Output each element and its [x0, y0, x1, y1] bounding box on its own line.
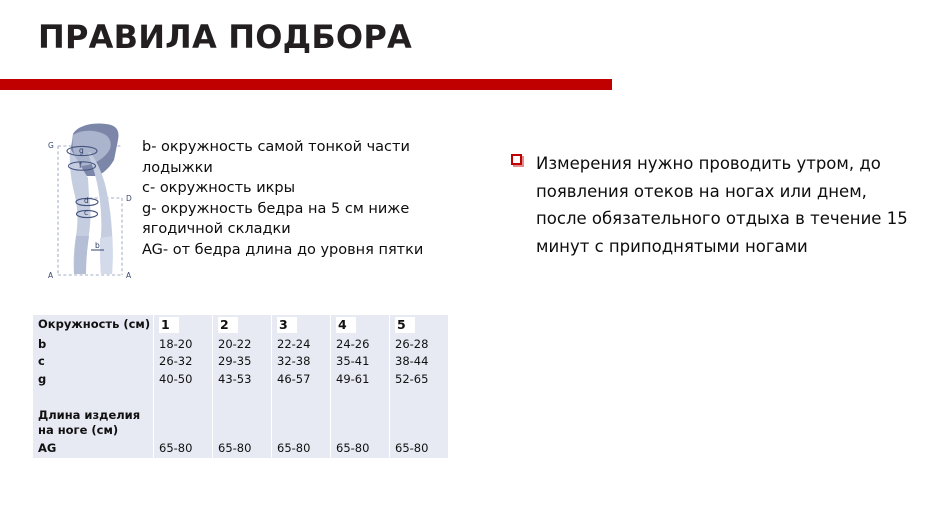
table-row: g 40-50 43-53 46-57 49-61 52-65 — [33, 370, 448, 388]
leg-measurement-diagram: g f d c b G D A A — [44, 118, 154, 290]
table-spacer-row — [33, 388, 448, 407]
svg-text:f: f — [79, 161, 82, 170]
table-section-row: Длина изделия на ноге (см) — [33, 407, 448, 440]
legend-line-ag: AG- от бедра длина до уровня пятки — [142, 241, 424, 258]
legend-line-g: g- окружность бедра на 5 см ниже ягодичн… — [142, 200, 410, 238]
svg-text:c: c — [84, 208, 88, 217]
spacer-cell-3 — [271, 388, 331, 407]
table-header-row: Окружность (см) 1 2 3 4 5 — [33, 315, 448, 336]
table-header-col-3: 3 — [271, 315, 331, 336]
cell-c-2: 29-35 — [212, 353, 272, 371]
table-header-col-4: 4 — [330, 315, 390, 336]
spacer-cell-label — [33, 388, 154, 407]
page-title: ПРАВИЛА ПОДБОРА — [38, 18, 412, 56]
svg-text:A: A — [48, 271, 54, 280]
table-row: AG 65-80 65-80 65-80 65-80 65-80 — [33, 440, 448, 458]
cell-ag-5: 65-80 — [389, 440, 448, 458]
red-square-bullet-icon — [511, 154, 522, 165]
cell-b-5: 26-28 — [389, 335, 448, 353]
table-header-col-2: 2 — [212, 315, 272, 336]
row-label-product-length: Длина изделия на ноге (см) — [33, 407, 154, 440]
spacer-cell-1 — [153, 388, 213, 407]
svg-text:D: D — [126, 194, 132, 203]
cell-ag-3: 65-80 — [271, 440, 331, 458]
cell-g-4: 49-61 — [330, 370, 390, 388]
cell-b-2: 20-22 — [212, 335, 272, 353]
cell-c-4: 35-41 — [330, 353, 390, 371]
spacer-cell-5 — [389, 388, 448, 407]
title-accent-rule — [0, 79, 612, 90]
legend-line-c: c- окружность икры — [142, 180, 296, 196]
section-cell-4 — [330, 407, 390, 440]
section-cell-5 — [389, 407, 448, 440]
table-row: c 26-32 29-35 32-38 35-41 38-44 — [33, 353, 448, 371]
legend-line-b: b- окружность самой тонкой части лодыжки — [142, 139, 410, 176]
col-number-2: 2 — [218, 317, 238, 333]
table-header-col-1: 1 — [153, 315, 213, 336]
svg-text:b: b — [95, 241, 100, 250]
cell-ag-4: 65-80 — [330, 440, 390, 458]
section-cell-1 — [153, 407, 213, 440]
cell-b-1: 18-20 — [153, 335, 213, 353]
cell-c-5: 38-44 — [389, 353, 448, 371]
row-label-c: c — [33, 353, 154, 371]
note-row: Измерения нужно проводить утром, до появ… — [508, 150, 908, 260]
spacer-cell-4 — [330, 388, 390, 407]
table-header-label: Окружность (см) — [33, 315, 154, 336]
cell-b-4: 24-26 — [330, 335, 390, 353]
col-number-3: 3 — [277, 317, 297, 333]
cell-ag-2: 65-80 — [212, 440, 272, 458]
cell-g-5: 52-65 — [389, 370, 448, 388]
col-number-5: 5 — [395, 317, 415, 333]
svg-text:d: d — [84, 196, 89, 205]
section-cell-2 — [212, 407, 272, 440]
table-row: b 18-20 20-22 22-24 24-26 26-28 — [33, 335, 448, 353]
row-label-b: b — [33, 335, 154, 353]
measurement-note: Измерения нужно проводить утром, до появ… — [508, 150, 908, 260]
product-length-line-1: Длина изделия — [38, 408, 141, 422]
size-table: Окружность (см) 1 2 3 4 5 b 18-20 20-22 … — [33, 315, 448, 458]
col-number-4: 4 — [336, 317, 356, 333]
row-label-g: g — [33, 370, 154, 388]
cell-g-2: 43-53 — [212, 370, 272, 388]
measurement-legend: b- окружность самой тонкой части лодыжки… — [142, 137, 442, 260]
col-number-1: 1 — [159, 317, 179, 333]
cell-c-3: 32-38 — [271, 353, 331, 371]
cell-ag-1: 65-80 — [153, 440, 213, 458]
cell-g-3: 46-57 — [271, 370, 331, 388]
row-label-ag: AG — [33, 440, 154, 458]
spacer-cell-2 — [212, 388, 272, 407]
product-length-line-2: на ноге (см) — [38, 422, 119, 437]
svg-text:G: G — [48, 141, 54, 150]
cell-g-1: 40-50 — [153, 370, 213, 388]
svg-text:A: A — [126, 271, 132, 280]
cell-c-1: 26-32 — [153, 353, 213, 371]
note-text: Измерения нужно проводить утром, до появ… — [536, 154, 908, 256]
cell-b-3: 22-24 — [271, 335, 331, 353]
svg-text:g: g — [79, 146, 84, 155]
section-cell-3 — [271, 407, 331, 440]
table-header-col-5: 5 — [389, 315, 448, 336]
